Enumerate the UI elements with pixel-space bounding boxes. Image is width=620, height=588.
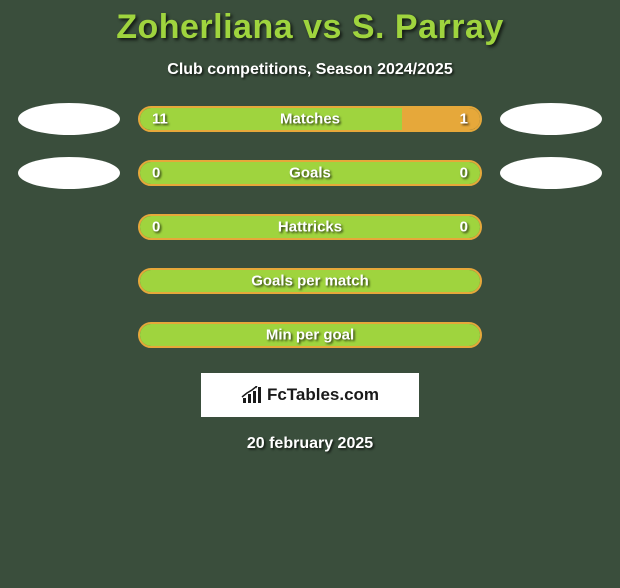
stat-bar: Min per goal xyxy=(138,322,482,348)
stat-bar: 0 Goals 0 xyxy=(138,160,482,186)
stat-label: Goals per match xyxy=(251,273,369,290)
bars-container: 11 Matches 1 0 Goals 0 0 Hattricks 0 Goals per ma… xyxy=(0,103,620,351)
stat-value-left: 0 xyxy=(152,165,160,182)
stat-value-right: 0 xyxy=(460,219,468,236)
stat-row: 11 Matches 1 xyxy=(0,103,620,135)
bar-fill-right xyxy=(402,108,480,130)
page-subtitle: Club competitions, Season 2024/2025 xyxy=(0,61,620,79)
player-ellipse-right xyxy=(500,103,602,135)
spacer xyxy=(18,319,120,351)
spacer xyxy=(500,319,602,351)
spacer xyxy=(18,211,120,243)
page-title: Zoherliana vs S. Parray xyxy=(0,8,620,47)
bar-fill-left xyxy=(140,108,402,130)
spacer xyxy=(500,211,602,243)
stat-label: Hattricks xyxy=(278,219,342,236)
logo-box: FcTables.com xyxy=(201,373,419,417)
date-label: 20 february 2025 xyxy=(0,435,620,453)
stat-value-right: 1 xyxy=(460,111,468,128)
stat-value-left: 11 xyxy=(152,111,168,128)
stat-row: 0 Goals 0 xyxy=(0,157,620,189)
spacer xyxy=(18,265,120,297)
logo: FcTables.com xyxy=(241,385,379,405)
stat-row: Goals per match xyxy=(0,265,620,297)
stat-row: Min per goal xyxy=(0,319,620,351)
spacer xyxy=(500,265,602,297)
stat-bar: 11 Matches 1 xyxy=(138,106,482,132)
chart-icon xyxy=(241,386,263,404)
player-ellipse-left xyxy=(18,157,120,189)
stat-value-left: 0 xyxy=(152,219,160,236)
stat-row: 0 Hattricks 0 xyxy=(0,211,620,243)
stat-bar: Goals per match xyxy=(138,268,482,294)
stat-bar: 0 Hattricks 0 xyxy=(138,214,482,240)
stat-label: Goals xyxy=(289,165,331,182)
player-ellipse-left xyxy=(18,103,120,135)
stat-label: Matches xyxy=(280,111,340,128)
player-ellipse-right xyxy=(500,157,602,189)
logo-text: FcTables.com xyxy=(267,385,379,405)
stat-label: Min per goal xyxy=(266,327,354,344)
stat-value-right: 0 xyxy=(460,165,468,182)
